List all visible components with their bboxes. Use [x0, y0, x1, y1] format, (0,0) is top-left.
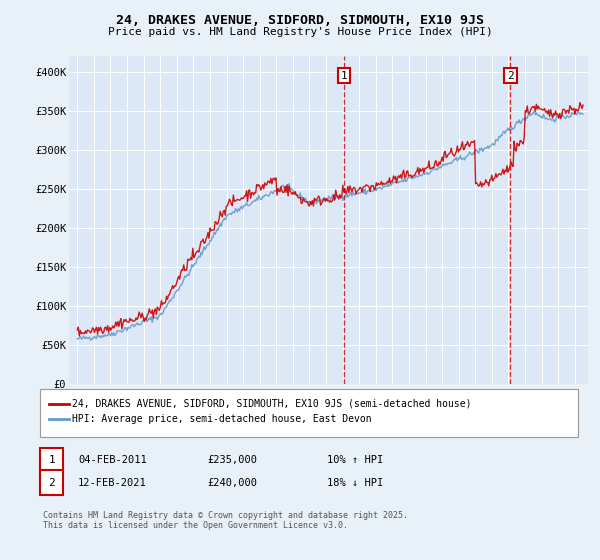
Text: 24, DRAKES AVENUE, SIDFORD, SIDMOUTH, EX10 9JS: 24, DRAKES AVENUE, SIDFORD, SIDMOUTH, EX…	[116, 14, 484, 27]
Text: 18% ↓ HPI: 18% ↓ HPI	[327, 478, 383, 488]
Text: 04-FEB-2011: 04-FEB-2011	[78, 455, 147, 465]
Text: Price paid vs. HM Land Registry's House Price Index (HPI): Price paid vs. HM Land Registry's House …	[107, 27, 493, 37]
Text: £235,000: £235,000	[207, 455, 257, 465]
Text: 10% ↑ HPI: 10% ↑ HPI	[327, 455, 383, 465]
Text: Contains HM Land Registry data © Crown copyright and database right 2025.
This d: Contains HM Land Registry data © Crown c…	[43, 511, 408, 530]
Text: 2: 2	[507, 71, 514, 81]
Text: HPI: Average price, semi-detached house, East Devon: HPI: Average price, semi-detached house,…	[72, 414, 371, 424]
Text: £240,000: £240,000	[207, 478, 257, 488]
Text: 24, DRAKES AVENUE, SIDFORD, SIDMOUTH, EX10 9JS (semi-detached house): 24, DRAKES AVENUE, SIDFORD, SIDMOUTH, EX…	[72, 399, 472, 409]
Text: 1: 1	[48, 455, 55, 465]
Text: 2: 2	[48, 478, 55, 488]
Text: 1: 1	[341, 71, 347, 81]
Text: 12-FEB-2021: 12-FEB-2021	[78, 478, 147, 488]
